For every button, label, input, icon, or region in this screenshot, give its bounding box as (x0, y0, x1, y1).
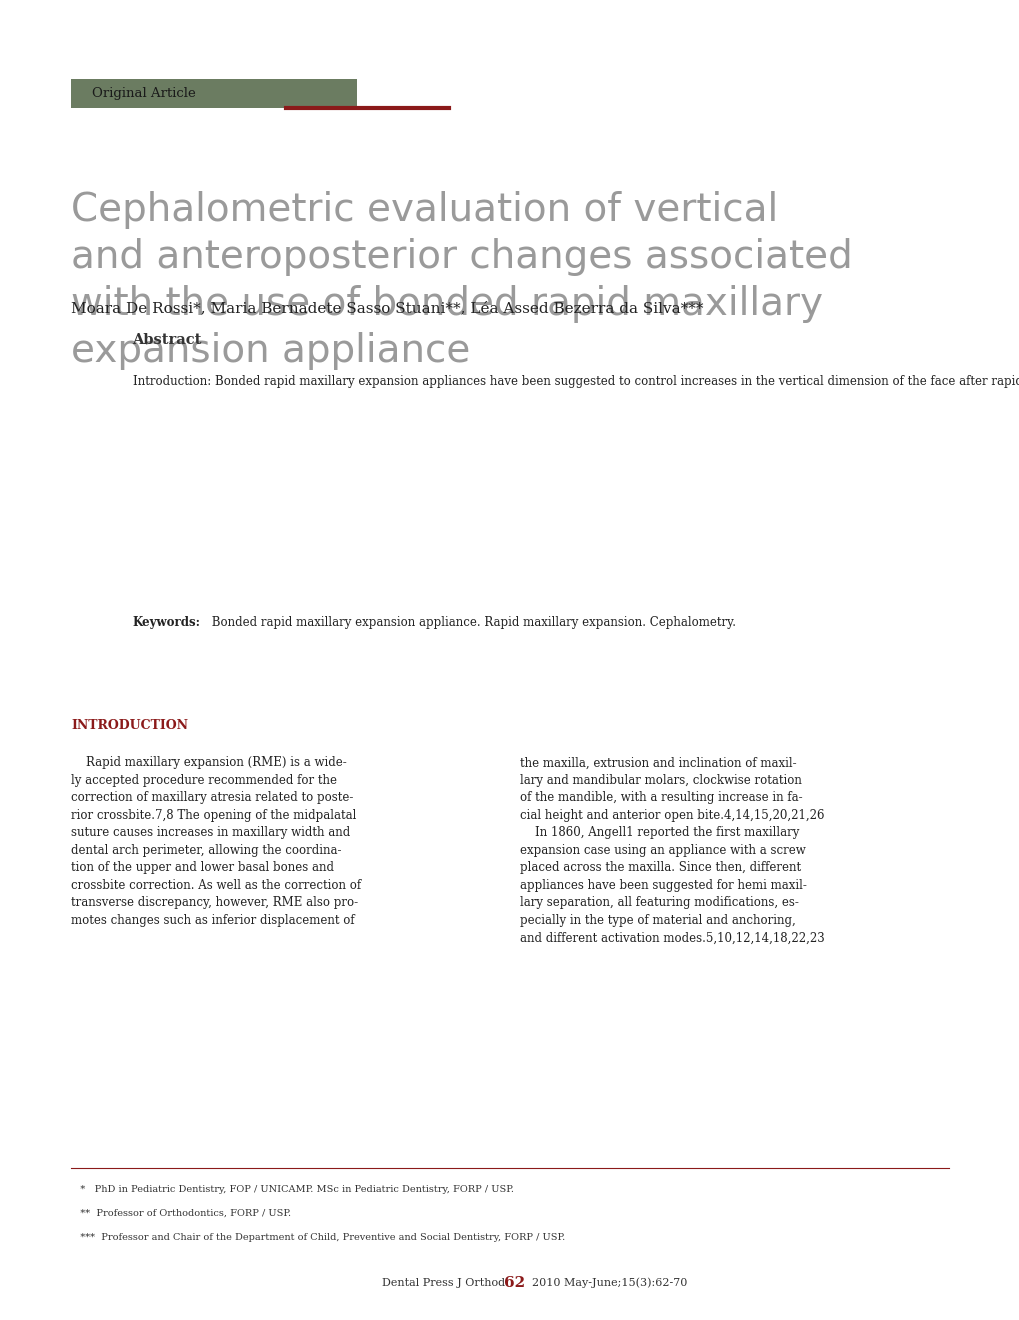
Text: 62: 62 (503, 1276, 524, 1290)
Bar (71, 79, 357, 108)
Text: Bonded rapid maxillary expansion appliance. Rapid maxillary expansion. Cephalome: Bonded rapid maxillary expansion applian… (208, 616, 736, 630)
Text: Rapid maxillary expansion (RME) is a wide-
ly accepted procedure recommended for: Rapid maxillary expansion (RME) is a wid… (71, 756, 361, 927)
Text: ***  Professor and Chair of the Department of Child, Preventive and Social Denti: *** Professor and Chair of the Departmen… (71, 1233, 566, 1242)
Text: Moara De Rossi*, Maria Bernadete Sasso Stuani**, Léa Assed Bezerra da Silva***: Moara De Rossi*, Maria Bernadete Sasso S… (71, 301, 703, 315)
Text: Cephalometric evaluation of vertical
and anteroposterior changes associated
with: Cephalometric evaluation of vertical and… (71, 191, 852, 371)
Text: **  Professor of Orthodontics, FORP / USP.: ** Professor of Orthodontics, FORP / USP… (71, 1209, 291, 1218)
Text: Abstract: Abstract (132, 333, 202, 347)
Text: Keywords:: Keywords: (132, 616, 201, 630)
Text: Introduction: Bonded rapid maxillary expansion appliances have been suggested to: Introduction: Bonded rapid maxillary exp… (132, 375, 1019, 388)
Text: Dental Press J Orthod: Dental Press J Orthod (382, 1278, 505, 1288)
Text: Original Article: Original Article (92, 87, 196, 100)
Text: 2010 May-June;15(3):62-70: 2010 May-June;15(3):62-70 (532, 1278, 687, 1288)
Text: *   PhD in Pediatric Dentistry, FOP / UNICAMP. MSc in Pediatric Dentistry, FORP : * PhD in Pediatric Dentistry, FOP / UNIC… (71, 1185, 514, 1195)
Text: the maxilla, extrusion and inclination of maxil-
lary and mandibular molars, clo: the maxilla, extrusion and inclination o… (520, 756, 824, 944)
Text: INTRODUCTION: INTRODUCTION (71, 719, 189, 733)
